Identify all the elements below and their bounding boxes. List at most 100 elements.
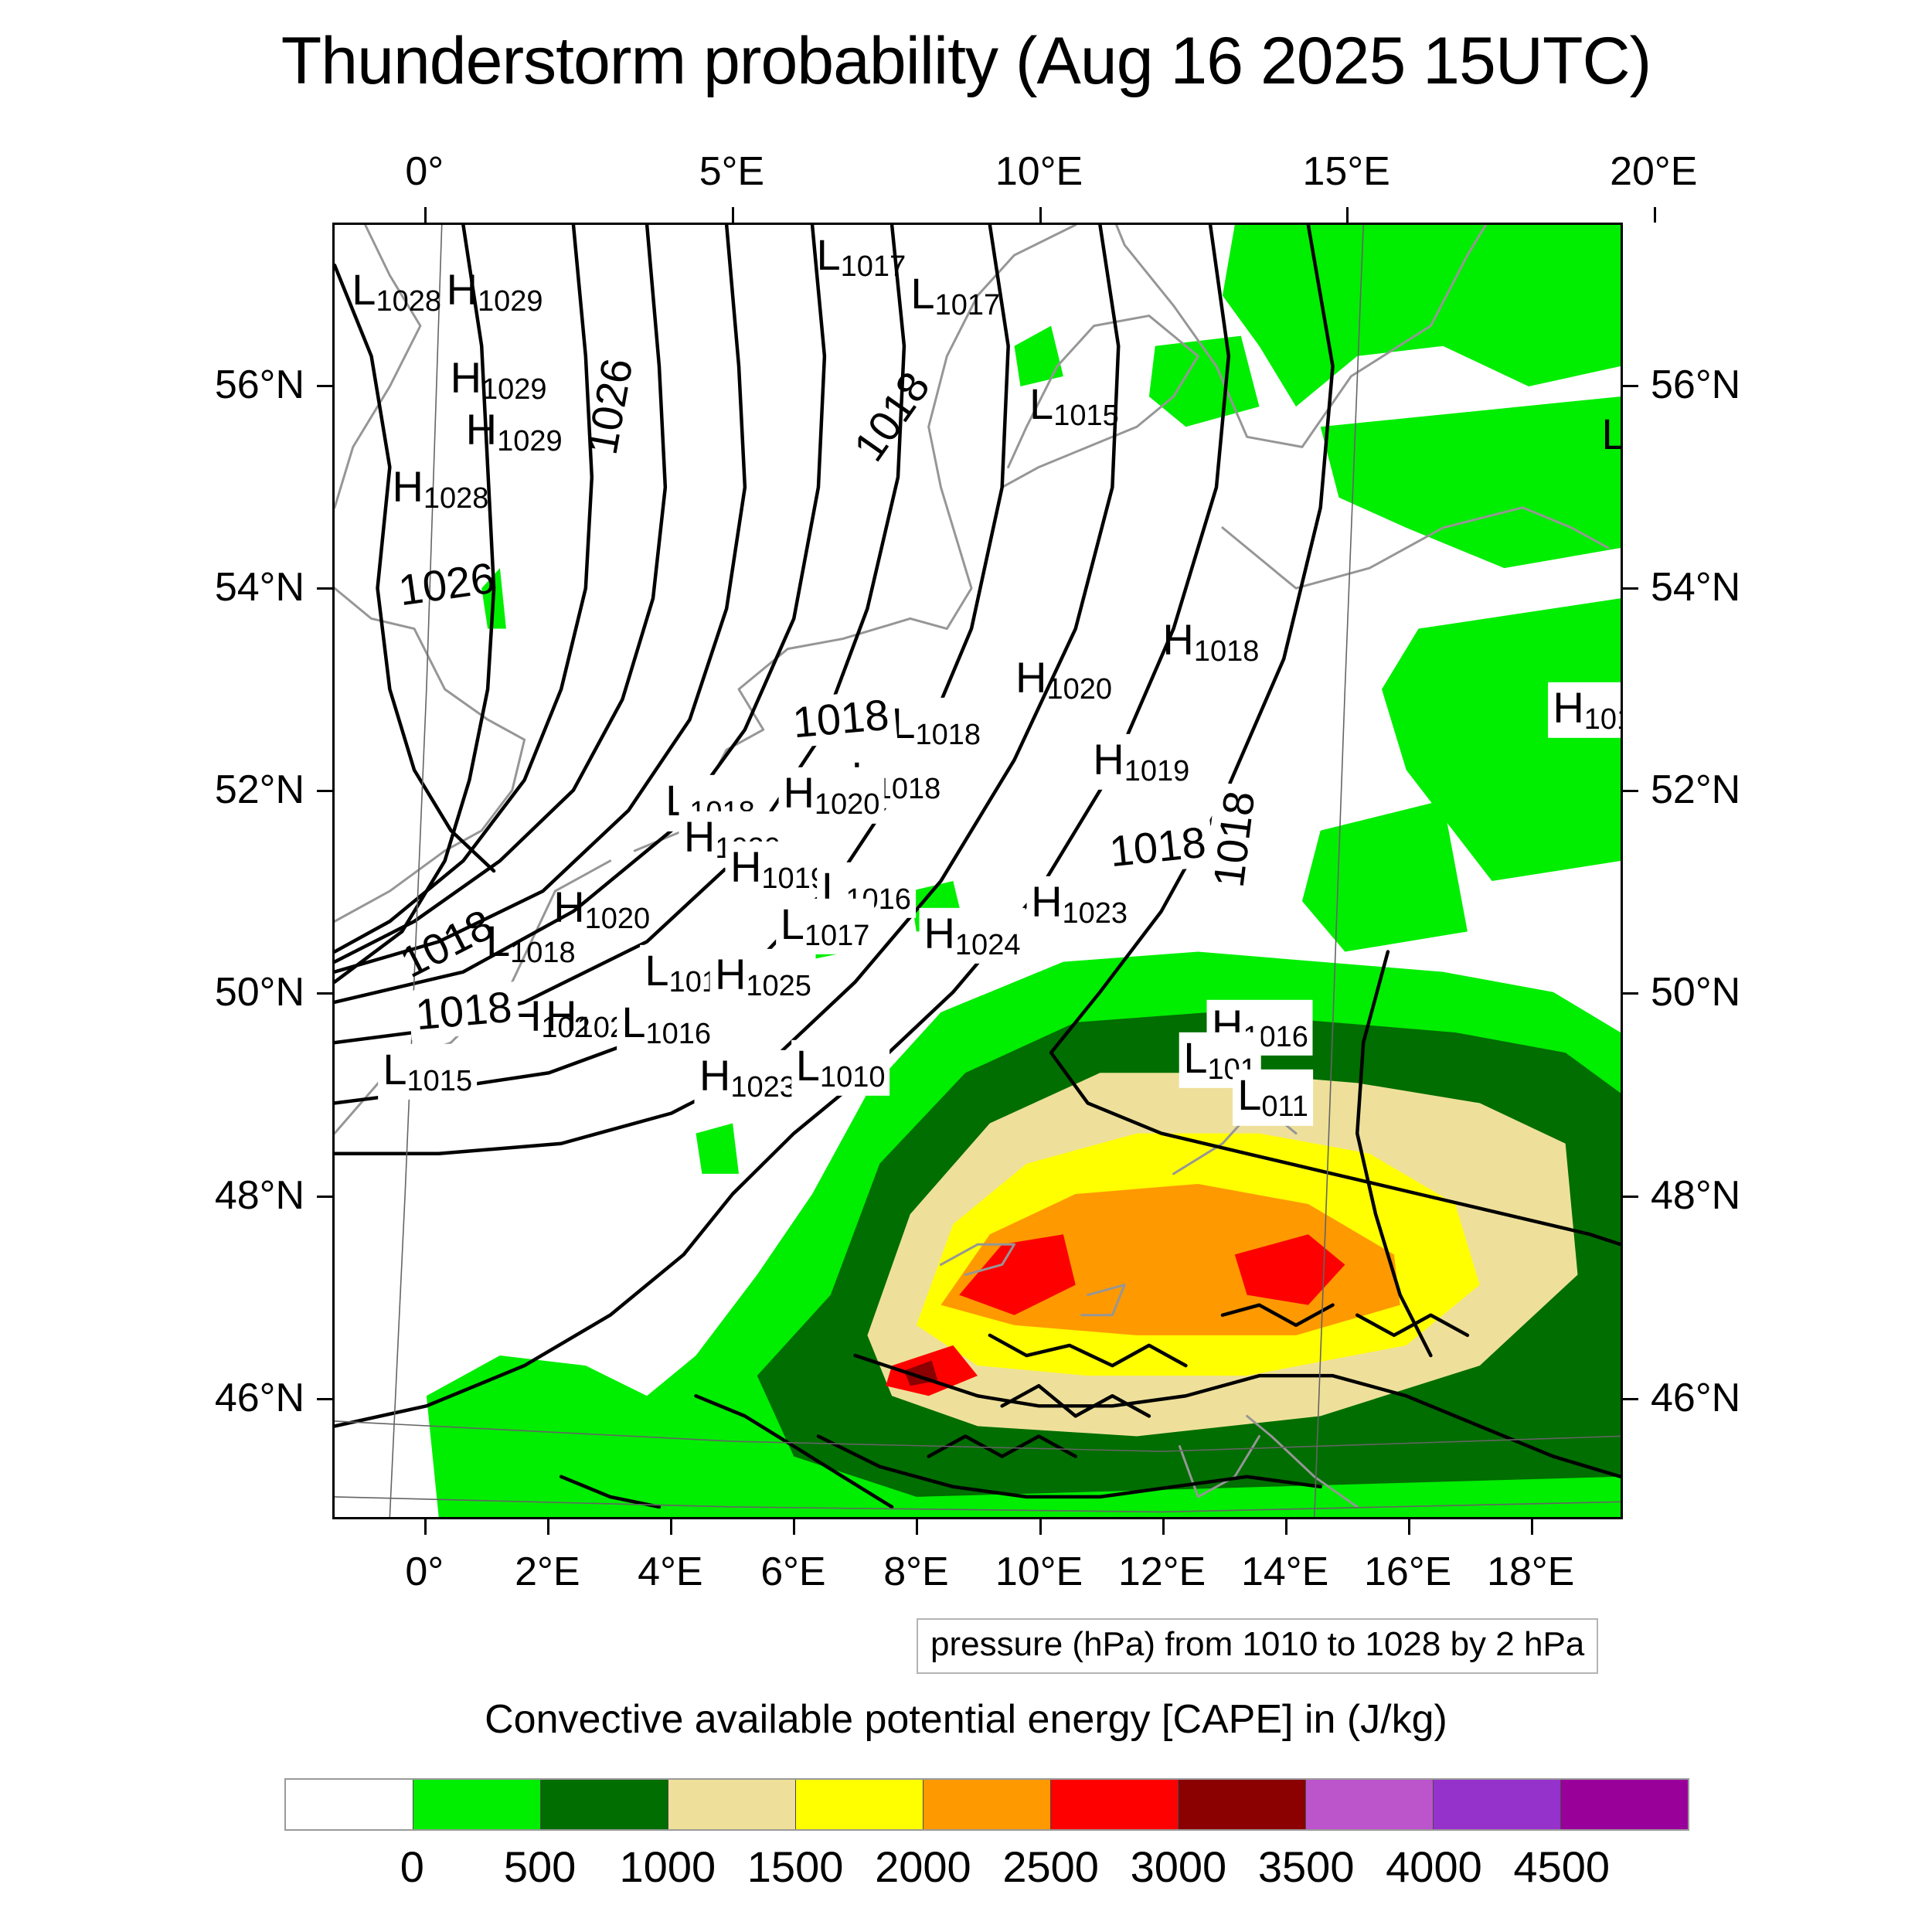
axis-right-label-1: 54°N [1651,564,1741,610]
pressure-extremum-label-h-15: H1020 [778,767,885,824]
pressure-extremum-label-h-11: H101 [1548,682,1621,738]
axis-right-tick-2 [1623,790,1638,793]
colorbar[interactable] [284,1778,1689,1831]
colorbar-band-10[interactable] [1560,1780,1688,1829]
axis-bottom-tick-6 [1162,1519,1165,1535]
pressure-extremum-label-l-31: L1015 [378,1043,478,1100]
colorbar-tick-7: 3500 [1257,1842,1355,1891]
axis-left-label-2: 52°N [214,767,304,813]
axis-left-label-4: 48°N [214,1172,304,1218]
axis-bottom-label-0: 0° [405,1549,444,1594]
axis-bottom-tick-0 [424,1519,427,1535]
colorbar-band-2[interactable] [540,1780,668,1829]
axis-right-tick-3 [1623,992,1638,995]
axis-left-label-1: 54°N [214,564,304,610]
pressure-extremum-label-h-13: H1019 [1088,733,1195,790]
axis-right-label-0: 56°N [1651,362,1741,407]
colorbar-tick-8: 4000 [1386,1842,1482,1891]
axis-left-label-5: 46°N [214,1375,304,1420]
axis-bottom-label-9: 18°E [1487,1549,1575,1594]
colorbar-tick-2: 1000 [619,1842,716,1891]
colorbar-band-4[interactable] [795,1780,923,1829]
page-title: Thunderstorm probability (Aug 16 2025 15… [281,24,1651,98]
axis-bottom-label-2: 4°E [638,1549,703,1594]
isobar-value-label-3: 1018 [784,689,897,749]
axis-left-label-0: 56°N [214,362,304,407]
axis-top-label-4: 20°E [1610,149,1698,194]
axis-left-tick-5 [317,1397,332,1400]
axis-bottom-label-3: 6°E [760,1549,826,1594]
axis-right-label-5: 46°N [1651,1375,1741,1420]
colorbar-band-5[interactable] [923,1780,1050,1829]
colorbar-band-1[interactable] [413,1780,540,1829]
colorbar-band-8[interactable] [1305,1780,1433,1829]
colorbar-band-6[interactable] [1050,1780,1178,1829]
axis-bottom-label-6: 12°E [1117,1549,1206,1594]
axis-top-label-0: 0° [405,149,444,194]
pressure-extremum-label-h-18: H1019 [725,841,832,898]
axis-top-tick-0 [424,207,427,223]
graticule-layer [335,225,1621,1517]
colorbar-tick-9: 4500 [1513,1842,1611,1891]
axis-right-tick-4 [1623,1195,1638,1198]
axis-bottom-tick-5 [1039,1519,1042,1535]
axis-right-tick-5 [1623,1397,1638,1400]
pressure-extremum-label-l-29: L1016 [617,997,716,1053]
axis-right-label-2: 52°N [1651,767,1741,813]
colorbar-tick-1: 500 [503,1842,577,1891]
pressure-extremum-label-h-1: H1029 [446,265,543,318]
pressure-note: pressure (hPa) from 1010 to 1028 by 2 hP… [917,1618,1599,1674]
axis-bottom-tick-8 [1407,1519,1410,1535]
axis-top-tick-2 [1039,207,1042,223]
pressure-extremum-label-h-23: H1020 [553,882,651,936]
axis-bottom-tick-9 [1530,1519,1533,1535]
axis-bottom-label-8: 16°E [1363,1549,1452,1594]
map-canvas [335,225,1621,1517]
pressure-extremum-label-h-20: H1023 [1026,876,1133,933]
axis-right-label-4: 48°N [1651,1172,1741,1218]
colorbar-tick-3: 1500 [747,1842,844,1891]
axis-left-tick-2 [317,790,332,793]
pressure-extremum-label-l-6: L1017 [910,269,1001,322]
pressure-extremum-label-l-21: L1017 [775,898,875,954]
axis-left-tick-3 [317,992,332,995]
isobar-value-label-7: 1018 [407,981,520,1040]
pressure-extremum-label-l-35: L011 [1233,1070,1313,1126]
colorbar-tick-4: 2000 [875,1842,971,1891]
colorbar-band-7[interactable] [1178,1780,1305,1829]
pressure-extremum-label-l-0: L1028 [352,265,442,318]
pressure-extremum-label-h-10: H1020 [1015,652,1113,706]
axis-top-label-1: 5°E [699,149,765,194]
pressure-extremum-label-l-24: L1018 [485,916,576,969]
colorbar-tick-0: 0 [400,1842,424,1891]
map-plot-area[interactable]: L1028 H1029 H1029 H1029 H1028 L1017 L1017 L1015… [332,223,1623,1519]
colorbar-tick-5: 2500 [1002,1842,1099,1891]
axis-left-tick-4 [317,1195,332,1198]
axis-bottom-label-7: 14°E [1240,1549,1329,1594]
colorbar-band-0[interactable] [286,1780,413,1829]
axis-right-tick-1 [1623,587,1638,590]
colorbar-band-9[interactable] [1433,1780,1560,1829]
pressure-extremum-label-l-33: L1010 [791,1039,890,1096]
axis-bottom-tick-3 [793,1519,796,1535]
axis-top-label-2: 10°E [995,149,1083,194]
axis-bottom-tick-4 [916,1519,919,1535]
pressure-extremum-label-h-3: H1029 [465,405,563,458]
colorbar-tick-6: 3000 [1130,1842,1227,1891]
pressure-extremum-label-l-7: L1015 [1029,379,1119,433]
pressure-extremum-label-l-5: L1017 [816,230,906,284]
pressure-extremum-label-h-26: H1025 [709,949,816,1005]
axis-bottom-tick-7 [1284,1519,1287,1535]
axis-left-label-3: 50°N [214,970,304,1015]
axis-bottom-tick-2 [670,1519,673,1535]
colorbar-tick-labels: 0 500 1000 1500 2000 2500 3000 3500 4000 4500 [284,1842,1689,1896]
axis-bottom-tick-1 [547,1519,550,1535]
axis-bottom-label-5: 10°E [995,1549,1083,1594]
axis-bottom-label-1: 2°E [515,1549,580,1594]
axis-top-tick-3 [1346,207,1349,223]
pressure-extremum-label-l-12: L1018 [886,697,986,753]
colorbar-band-3[interactable] [668,1780,795,1829]
pressure-extremum-label-l-8: L [1601,412,1621,460]
axis-top-label-3: 15°E [1302,149,1390,194]
axis-left-tick-0 [317,384,332,387]
